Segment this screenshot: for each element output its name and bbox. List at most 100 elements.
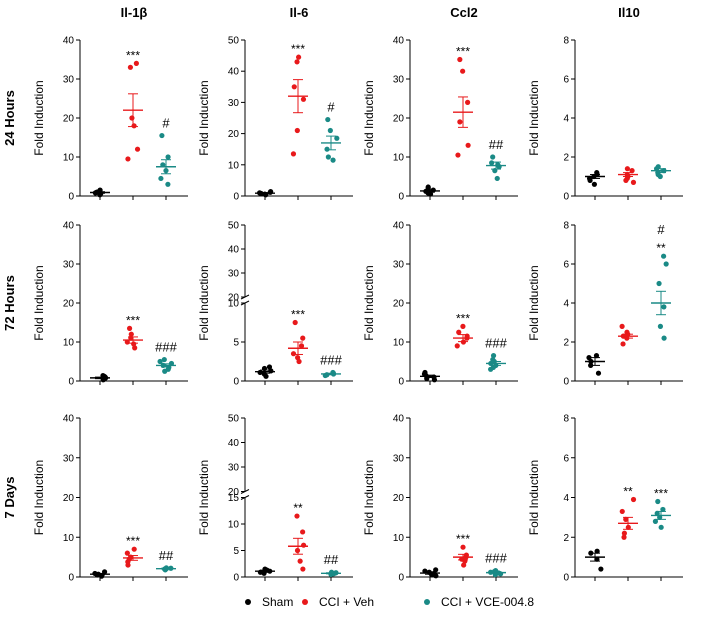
- y-tick-label: 40: [393, 221, 405, 232]
- data-point: [298, 343, 305, 349]
- y-tick-label: 0: [68, 573, 74, 584]
- y-axis-label: Fold Induction: [527, 460, 541, 535]
- legend-item: CCI + Veh: [302, 595, 374, 609]
- significance-label: **: [623, 484, 633, 498]
- y-tick-label: 10: [228, 160, 240, 171]
- data-point: [297, 558, 303, 564]
- y-axis-label: Fold Induction: [32, 80, 46, 155]
- data-point: [456, 329, 462, 335]
- significance-label: ***: [456, 45, 470, 59]
- legend-item: CCI + VCE-004.8: [424, 595, 534, 609]
- data-point: [129, 115, 135, 121]
- panel-0-2: 0 10 20 30 40 Fold Induction *** ##: [362, 36, 518, 203]
- data-point: [630, 179, 637, 185]
- y-axis-label: Fold Induction: [197, 80, 211, 155]
- y-tick-label: 10: [228, 299, 240, 310]
- significance-label: ##: [324, 552, 339, 567]
- panel-0-0: 0 10 20 30 40 Fold Induction *** #: [32, 36, 188, 203]
- data-point: [296, 358, 302, 365]
- significance-label: #: [327, 100, 335, 115]
- data-point: [290, 351, 297, 357]
- data-point: [125, 156, 131, 162]
- panel-0-1: 0 10 20 30 40 50 Fold Induction *** #: [197, 36, 353, 203]
- panel-2-2: 0 10 20 30 40 Fold Induction *** ###: [362, 414, 518, 584]
- y-tick-label: 30: [228, 463, 240, 474]
- data-point: [294, 513, 300, 519]
- y-tick-label: 4: [563, 114, 569, 125]
- row-title: 72 Hours: [2, 275, 17, 331]
- data-point: [324, 146, 330, 152]
- y-tick-label: 10: [393, 153, 405, 164]
- data-point: [296, 54, 302, 60]
- y-tick-label: 50: [228, 36, 240, 47]
- y-tick-label: 30: [393, 260, 405, 271]
- data-point: [294, 59, 300, 65]
- y-tick-label: 10: [63, 533, 75, 544]
- y-tick-label: 8: [563, 414, 569, 425]
- y-axis-label: Fold Induction: [362, 265, 376, 340]
- significance-label: ##: [159, 548, 174, 563]
- significance-label: ###: [155, 340, 177, 355]
- data-point: [159, 132, 165, 139]
- y-tick-label: 10: [63, 153, 75, 164]
- significance-label: #: [162, 116, 170, 131]
- data-point: [300, 96, 307, 102]
- data-point: [457, 119, 463, 125]
- significance-label: ***: [654, 486, 668, 500]
- y-tick-label: 40: [63, 221, 75, 232]
- legend-label: CCI + VCE-004.8: [441, 595, 534, 609]
- y-tick-label: 20: [228, 293, 240, 304]
- data-point: [433, 567, 439, 573]
- y-tick-label: 0: [68, 377, 74, 388]
- significance-label: #: [657, 222, 665, 237]
- data-point: [257, 369, 263, 376]
- data-point: [295, 355, 301, 361]
- data-point: [461, 562, 467, 568]
- y-tick-label: 2: [563, 338, 569, 349]
- y-tick-label: 30: [393, 453, 405, 464]
- y-tick-label: 4: [563, 493, 569, 504]
- significance-label: ###: [485, 551, 507, 566]
- data-point: [465, 142, 471, 148]
- data-point: [661, 253, 667, 259]
- y-tick-label: 2: [563, 153, 569, 164]
- y-axis-label: Fold Induction: [527, 80, 541, 155]
- y-tick-label: 40: [228, 438, 240, 449]
- y-tick-label: 50: [228, 221, 240, 232]
- data-point: [494, 175, 500, 182]
- y-tick-label: 0: [68, 192, 74, 203]
- panel-0-3: 0 2 4 6 8 Fold Induction: [527, 36, 683, 203]
- data-point: [460, 68, 466, 74]
- data-point: [465, 99, 471, 105]
- panel-2-0: 0 10 20 30 40 Fold Induction *** ##: [32, 414, 188, 584]
- y-tick-label: 40: [228, 245, 240, 256]
- y-tick-label: 20: [63, 299, 75, 310]
- data-point: [127, 64, 134, 70]
- data-point: [158, 175, 164, 182]
- y-tick-label: 0: [398, 192, 404, 203]
- significance-label: ***: [456, 532, 470, 546]
- data-point: [623, 516, 629, 522]
- y-tick-label: 10: [393, 533, 405, 544]
- data-point: [131, 546, 137, 552]
- data-point: [661, 335, 667, 341]
- data-point: [455, 152, 461, 158]
- data-point: [593, 353, 600, 359]
- column-title: Il10: [618, 5, 640, 20]
- data-point: [629, 168, 635, 174]
- data-point: [594, 170, 600, 176]
- y-tick-label: 6: [563, 260, 569, 271]
- data-point: [594, 548, 600, 554]
- y-tick-label: 20: [63, 493, 75, 504]
- y-axis-label: Fold Induction: [32, 460, 46, 535]
- y-tick-label: 20: [228, 129, 240, 140]
- legend-marker: [424, 599, 430, 605]
- y-axis-label: Fold Induction: [527, 265, 541, 340]
- y-tick-label: 20: [393, 493, 405, 504]
- y-axis-label: Fold Induction: [32, 265, 46, 340]
- data-point: [661, 304, 667, 310]
- y-tick-label: 6: [563, 453, 569, 464]
- data-point: [161, 356, 167, 363]
